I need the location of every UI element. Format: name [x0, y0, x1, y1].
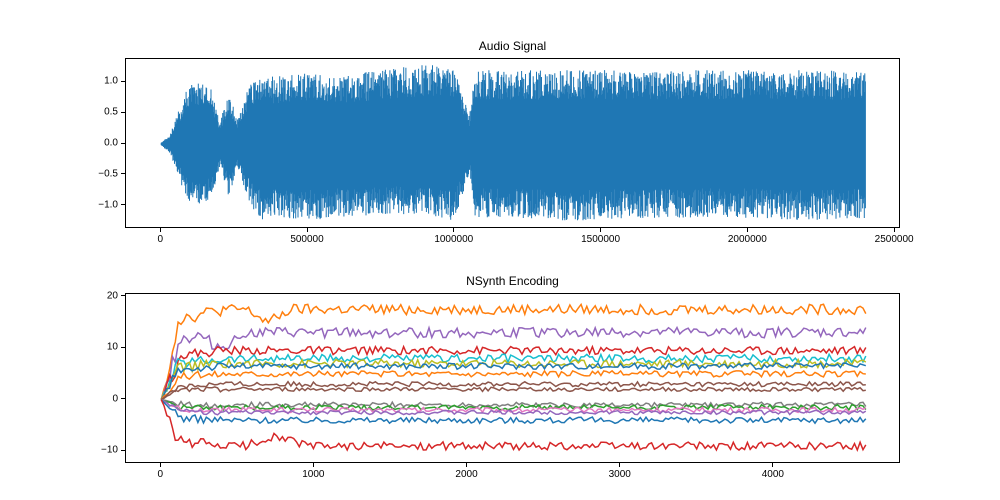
xtick-label: 4000	[762, 469, 784, 480]
xtick-label: 3000	[609, 469, 631, 480]
ytick-label: 0.5	[104, 107, 118, 118]
ytick-mark	[121, 347, 125, 348]
xtick-mark	[313, 463, 314, 467]
ytick-mark	[121, 295, 125, 296]
xtick-label: 1500000	[581, 234, 620, 245]
xtick-mark	[160, 463, 161, 467]
ytick-mark	[121, 204, 125, 205]
xtick-mark	[894, 228, 895, 232]
xtick-mark	[772, 463, 773, 467]
ytick-label: 0	[112, 393, 118, 404]
ytick-mark	[121, 112, 125, 113]
top-chart-plot-area	[125, 58, 900, 228]
xtick-mark	[160, 228, 161, 232]
top-chart-svg	[126, 59, 901, 229]
ytick-mark	[121, 81, 125, 82]
ytick-label: 20	[107, 290, 118, 301]
ytick-label: −10	[101, 445, 118, 456]
figure: Audio Signal NSynth Encoding −1.0 −0.5 0.0…	[0, 0, 1000, 500]
xtick-mark	[619, 463, 620, 467]
ytick-mark	[121, 398, 125, 399]
xtick-mark	[600, 228, 601, 232]
xtick-mark	[307, 228, 308, 232]
ytick-label: 1.0	[104, 76, 118, 87]
ytick-mark	[121, 143, 125, 144]
xtick-label: 2500000	[875, 234, 914, 245]
xtick-mark	[453, 228, 454, 232]
xtick-label: 1000	[302, 469, 324, 480]
ytick-mark	[121, 450, 125, 451]
ytick-label: −1.0	[98, 199, 118, 210]
bottom-chart-title: NSynth Encoding	[125, 274, 900, 288]
top-chart-title: Audio Signal	[125, 39, 900, 53]
ytick-label: −0.5	[98, 168, 118, 179]
xtick-mark	[747, 228, 748, 232]
ytick-mark	[121, 173, 125, 174]
bottom-chart-svg	[126, 294, 901, 464]
xtick-label: 2000	[455, 469, 477, 480]
xtick-label: 500000	[290, 234, 323, 245]
xtick-label: 1000000	[434, 234, 473, 245]
xtick-label: 0	[157, 234, 163, 245]
bottom-chart-plot-area	[125, 293, 900, 463]
xtick-label: 2000000	[728, 234, 767, 245]
xtick-label: 0	[157, 469, 163, 480]
xtick-mark	[466, 463, 467, 467]
ytick-label: 0.0	[104, 138, 118, 149]
ytick-label: 10	[107, 342, 118, 353]
